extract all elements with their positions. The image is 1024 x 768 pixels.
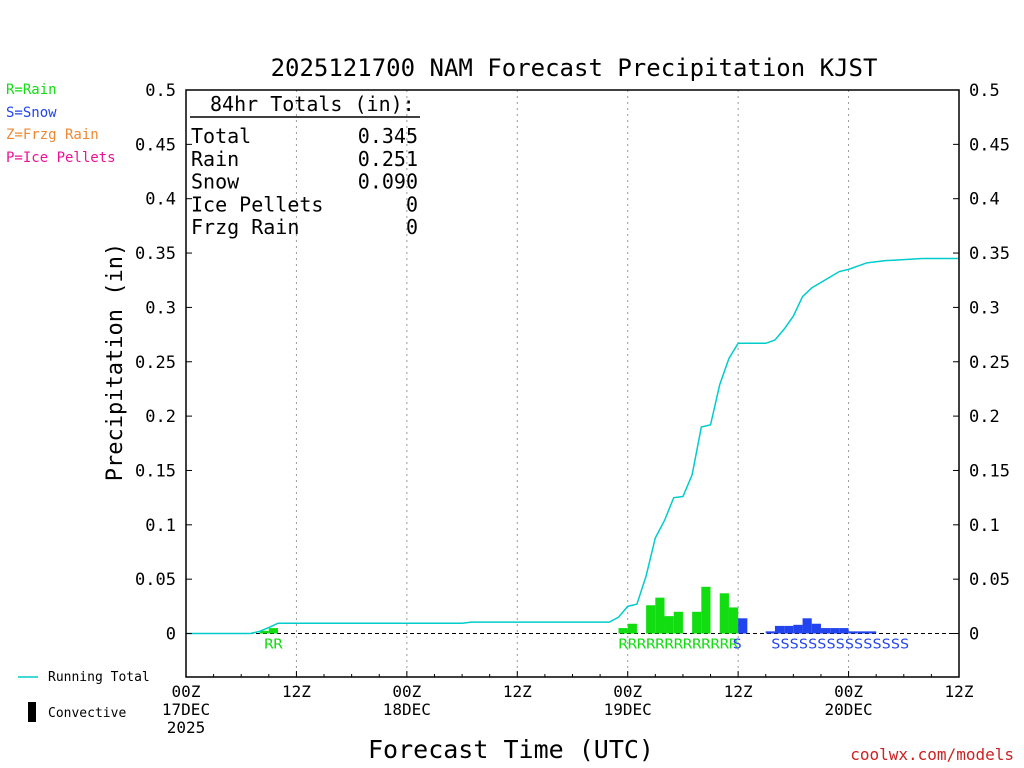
y-tick-label-right-7: 0.35	[969, 244, 1010, 264]
snow-bar-10	[848, 631, 858, 634]
running-total	[186, 257, 959, 635]
y-tick-label-left-7: 0.35	[135, 244, 176, 264]
y-tick-label-left-6: 0.3	[145, 298, 176, 318]
y-tick-label-right-9: 0.45	[969, 135, 1010, 155]
rain-bar-6	[664, 616, 674, 634]
rain-bar-0	[259, 630, 269, 634]
running-total-line	[186, 257, 959, 635]
tick-labels: 0 00.05 0.050.1 0.10.15 0.150.2 0.20.25 0.250.…	[135, 81, 1010, 737]
totals-label-0: Total	[191, 124, 251, 148]
y-tick-label-right-6: 0.3	[969, 298, 1000, 318]
x-tick-label-4-0: 00Z	[613, 682, 642, 701]
bottom-legend-icons	[18, 676, 38, 722]
x-tick-label-4-1: 19DEC	[604, 700, 652, 719]
totals-label-3: Ice Pellets	[191, 192, 323, 216]
totals-value-2: 0.090	[358, 170, 418, 194]
convective-swatch	[28, 702, 36, 722]
rain-bar-8	[692, 611, 702, 634]
y-tick-label-right-2: 0.1	[969, 516, 1000, 536]
rain-bar-11	[728, 607, 739, 634]
legend-frzg-rain: Z=Frzg Rain	[6, 127, 99, 143]
y-tick-label-left-5: 0.25	[135, 353, 176, 373]
snow-bar-7	[820, 628, 831, 634]
snow-bar-4	[793, 624, 803, 634]
totals-value-1: 0.251	[358, 147, 418, 171]
x-tick-label-5-0: 12Z	[724, 682, 753, 701]
y-tick-label-left-10: 0.5	[145, 81, 176, 101]
totals-label-2: Snow	[191, 170, 240, 194]
chart-title: 2025121700 NAM Forecast Precipitation KJ…	[271, 54, 878, 82]
y-tick-label-right-3: 0.15	[969, 461, 1010, 481]
y-tick-label-left-9: 0.45	[135, 135, 176, 155]
y-tick-label-right-4: 0.2	[969, 407, 1000, 427]
x-axis-label: Forecast Time (UTC)	[368, 735, 654, 764]
legend-snow: S=Snow	[6, 105, 57, 121]
ptype-strip-0: RR	[264, 638, 283, 653]
gridlines	[186, 90, 959, 677]
rain-bar-9	[701, 586, 711, 634]
snow-bar-1	[765, 631, 775, 634]
ptype-strip-3: SSSSSSSSSSSSSSS	[771, 638, 909, 653]
y-tick-label-left-4: 0.2	[145, 407, 176, 427]
y-tick-label-left-8: 0.4	[145, 190, 176, 210]
y-axis-label: Precipitation (in)	[103, 243, 128, 481]
ptype-strip-1: RRRRRRRRRRRRR	[619, 638, 739, 653]
footer-credit: coolwx.com/models	[850, 745, 1014, 764]
legend-rain: R=Rain	[6, 82, 57, 98]
rain-bar-10	[719, 593, 729, 634]
snow-bar-8	[830, 628, 840, 634]
rain-bar-4	[646, 605, 656, 634]
y-tick-label-right-10: 0.5	[969, 81, 1000, 101]
x-tick-label-7-0: 12Z	[945, 682, 974, 701]
x-tick-label-0-0: 00Z	[172, 682, 201, 701]
x-tick-label-6-1: 20DEC	[824, 700, 872, 719]
totals-label-1: Rain	[191, 147, 239, 171]
y-tick-label-left-1: 0.05	[135, 570, 176, 590]
rain-bar-5	[655, 597, 665, 634]
snow-bar-11	[857, 631, 867, 634]
snow-bar-0	[738, 618, 748, 634]
legend-running-total: Running Total	[48, 670, 150, 685]
legend-convective: Convective	[48, 706, 127, 721]
ptype-strip-2: S	[733, 638, 742, 653]
y-tick-label-left-0: 0	[166, 625, 176, 645]
bars	[259, 586, 877, 634]
snow-bar-12	[866, 631, 877, 634]
totals-value-0: 0.345	[358, 124, 418, 148]
totals-value-4: 0	[406, 215, 418, 239]
legend-ice-pellets: P=Ice Pellets	[6, 150, 116, 166]
y-tick-label-right-0: 0	[969, 625, 979, 645]
snow-bar-6	[811, 623, 821, 634]
axes	[185, 89, 960, 678]
x-tick-label-2-0: 00Z	[392, 682, 421, 701]
x-tick-label-0-2: 2025	[167, 718, 206, 737]
totals-header: 84hr Totals (in):	[210, 92, 415, 116]
rain-bar-2	[618, 628, 628, 634]
x-tick-label-2-1: 18DEC	[383, 700, 431, 719]
totals-value-3: 0	[406, 192, 418, 216]
rain-bar-3	[627, 623, 637, 634]
x-tick-label-3-0: 12Z	[503, 682, 532, 701]
rain-bar-7	[673, 611, 683, 634]
y-tick-label-right-8: 0.4	[969, 190, 1000, 210]
y-tick-label-left-3: 0.15	[135, 461, 176, 481]
y-tick-label-right-5: 0.25	[969, 353, 1010, 373]
snow-bar-9	[839, 628, 849, 634]
x-tick-label-1-0: 12Z	[282, 682, 311, 701]
snow-bar-3	[784, 625, 794, 634]
x-tick-label-0-1: 17DEC	[162, 700, 210, 719]
snow-bar-2	[774, 625, 785, 634]
y-tick-label-right-1: 0.05	[969, 570, 1010, 590]
y-tick-label-left-2: 0.1	[145, 516, 176, 536]
totals-label-4: Frzg Rain	[191, 215, 299, 239]
totals-box: 84hr Totals (in): Total 0.345 Rain 0.251 Snow…	[190, 92, 420, 239]
rain-bar-1	[268, 628, 279, 634]
plot-frame	[185, 89, 960, 678]
x-tick-label-6-0: 00Z	[834, 682, 863, 701]
snow-bar-5	[802, 618, 812, 634]
